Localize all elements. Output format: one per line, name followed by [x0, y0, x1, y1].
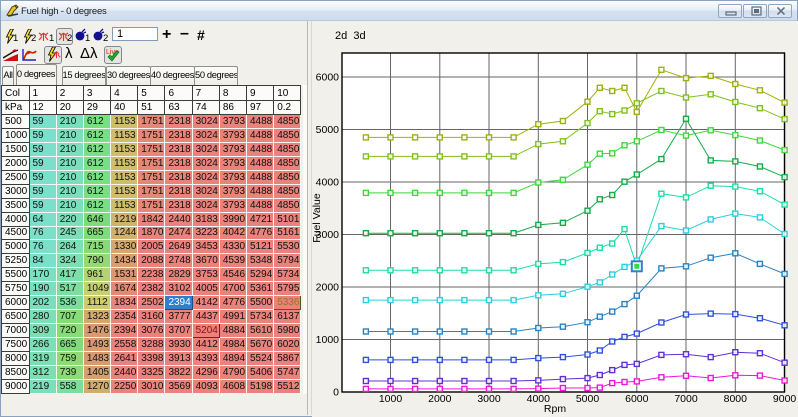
svg-text:5000: 5000 [576, 393, 600, 405]
svg-text:0: 0 [333, 387, 339, 399]
svg-text:8000: 8000 [724, 393, 748, 405]
svg-text:Rpm: Rpm [544, 403, 566, 415]
svg-text:6000: 6000 [316, 72, 340, 84]
svg-text:5000: 5000 [316, 124, 340, 136]
svg-text:4000: 4000 [316, 177, 340, 189]
svg-text:9000: 9000 [773, 393, 797, 405]
svg-text:2d 3d: 2d 3d [335, 30, 366, 42]
svg-text:Live: Live [106, 49, 119, 56]
svg-text:4000: 4000 [527, 393, 551, 405]
svg-text:3000: 3000 [477, 393, 501, 405]
svg-text:7000: 7000 [674, 393, 698, 405]
svg-text:1000: 1000 [379, 393, 403, 405]
svg-text:Fuel Value: Fuel Value [312, 193, 323, 243]
svg-text:6000: 6000 [625, 393, 649, 405]
svg-text:2000: 2000 [316, 282, 340, 294]
svg-text:2000: 2000 [428, 393, 452, 405]
svg-text:1000: 1000 [316, 334, 340, 346]
svg-text:3000: 3000 [316, 229, 340, 241]
